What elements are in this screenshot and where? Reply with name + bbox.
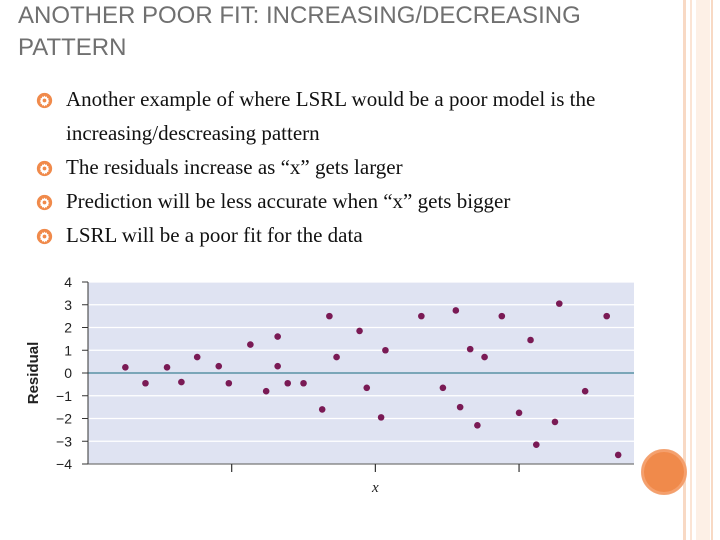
data-point [142,379,149,387]
data-point [274,362,281,370]
data-point [498,312,506,320]
gear-icon [36,92,53,109]
border-stripe-2 [690,0,692,540]
data-point [326,312,333,320]
data-point [163,364,171,371]
bullet-list: Another example of where LSRL would be a… [36,82,676,252]
data-point [122,364,129,371]
data-point [532,441,540,448]
data-points [122,300,622,459]
data-point [193,353,201,361]
y-axis: 4 3 2 1 0 −1 −2 −3 −4 [56,274,89,472]
data-point [215,362,223,370]
data-point [551,418,559,426]
bullet-item: Prediction will be less accurate when “x… [36,184,676,218]
data-point [439,384,447,392]
data-point [603,312,610,320]
y-tick-label: 3 [64,297,72,313]
bullet-item: Another example of where LSRL would be a… [36,82,676,150]
data-point [452,307,460,314]
x-axis-label: x [371,480,379,496]
bullet-text: LSRL will be a poor fit for the data [66,223,363,247]
bullet-item: The residuals increase as “x” gets large… [36,150,676,184]
y-tick-label: 2 [64,320,72,336]
bullet-text: Prediction will be less accurate when “x… [66,189,511,213]
y-tick-label: −3 [56,433,72,449]
data-point [466,345,474,353]
x-axis [88,463,634,472]
border-stripe-1 [683,0,686,540]
data-point [356,327,363,335]
data-point [225,379,233,387]
data-point [284,379,292,387]
decorative-circle [641,449,687,495]
bullet-text: The residuals increase as “x” gets large… [66,155,403,179]
data-point [178,378,185,386]
data-point [333,353,340,361]
slide-title: ANOTHER POOR FIT: INCREASING/DECREASING … [18,2,581,61]
data-point [262,387,270,395]
y-axis-label: Residual [25,342,42,405]
data-point [382,346,389,354]
gear-icon [36,194,53,211]
y-tick-label: 1 [64,342,72,358]
data-point [300,379,307,387]
data-point [377,414,385,421]
border-stripe-3 [696,0,710,540]
data-point [614,451,622,459]
residual-plot: 4 3 2 1 0 −1 −2 −3 −4 Residual x [25,274,634,496]
border-stripe-4 [711,0,713,540]
gear-icon [36,160,53,177]
bullet-item: LSRL will be a poor fit for the data [36,218,676,252]
data-point [363,384,371,392]
data-point [527,336,534,344]
data-point [581,387,589,395]
data-point [555,300,563,307]
data-point [247,341,254,348]
y-tick-label: −1 [56,388,72,404]
data-point [418,312,425,320]
data-point [274,333,281,340]
y-tick-label: −2 [56,411,72,427]
data-point [318,406,326,413]
data-point [481,353,488,361]
data-point [515,409,523,417]
y-tick-label: 4 [64,274,72,290]
y-tick-label: −4 [56,456,72,472]
data-point [456,403,464,411]
y-tick-label: 0 [64,365,72,381]
bullet-text: Another example of where LSRL would be a… [66,87,596,145]
gear-icon [36,228,53,245]
data-point [474,422,481,429]
